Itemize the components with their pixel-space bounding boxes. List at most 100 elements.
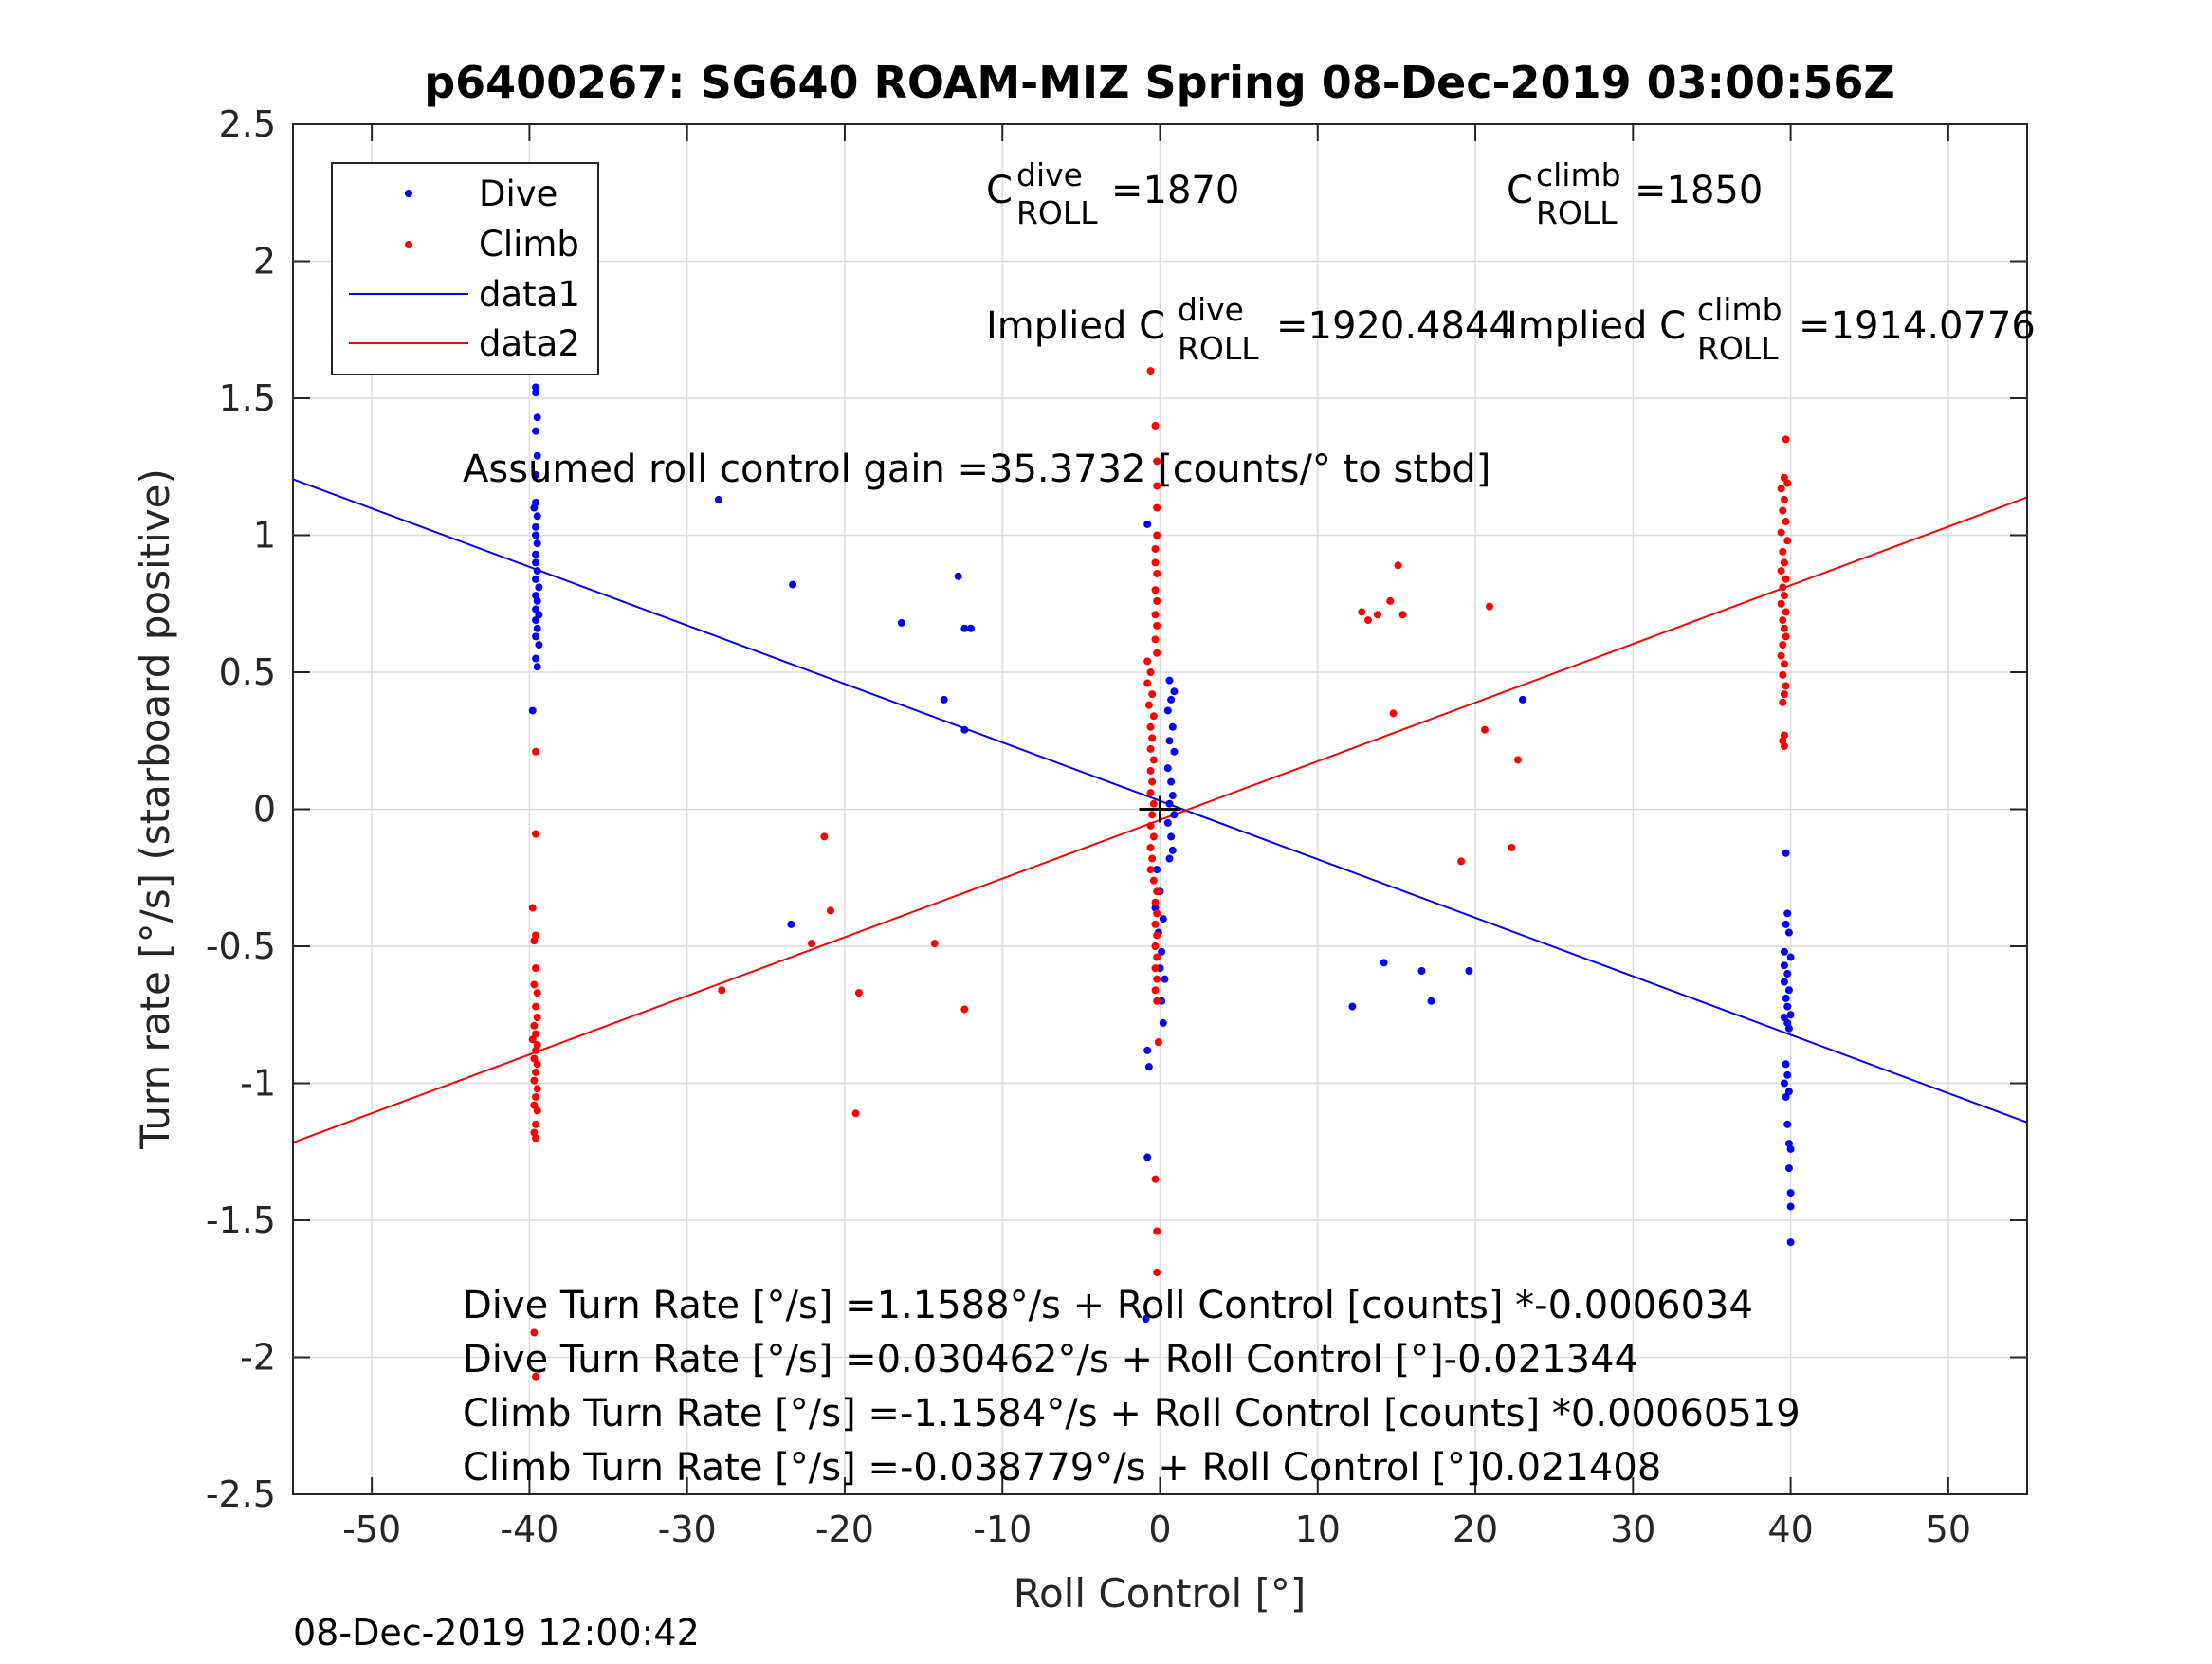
point-climb xyxy=(1153,569,1161,577)
point-climb xyxy=(532,1372,540,1381)
point-dive xyxy=(789,580,797,589)
point-climb xyxy=(1151,421,1160,430)
y-tick-label: 2 xyxy=(253,241,276,283)
point-climb xyxy=(1777,567,1785,576)
point-dive xyxy=(1465,967,1473,976)
point-climb xyxy=(1153,482,1161,490)
point-dive xyxy=(1165,737,1174,745)
point-dive xyxy=(966,624,975,632)
point-dive xyxy=(1143,520,1152,528)
chart-title: p6400267: SG640 ROAM-MIZ Spring 08-Dec-2… xyxy=(424,57,1895,108)
point-dive xyxy=(535,583,543,592)
point-climb xyxy=(1151,544,1160,553)
point-climb xyxy=(808,940,816,948)
point-dive xyxy=(1163,764,1172,773)
point-climb xyxy=(1153,1268,1161,1276)
legend-climb-label: Climb xyxy=(479,224,579,265)
point-dive xyxy=(533,596,541,605)
point-dive xyxy=(532,383,540,392)
point-dive xyxy=(532,605,540,613)
point-climb xyxy=(1151,635,1160,644)
implied-dive-sup: dive xyxy=(1178,291,1244,328)
point-dive xyxy=(1786,1202,1795,1211)
point-dive xyxy=(960,725,969,734)
legend: Dive Climb data1 data2 xyxy=(331,162,599,375)
point-dive xyxy=(1348,1002,1357,1011)
c-dive-annotation: C dive ROLL =1870 xyxy=(986,156,1239,231)
point-climb xyxy=(528,904,537,912)
x-tick-label: 20 xyxy=(1453,1509,1498,1550)
point-dive xyxy=(1780,1079,1788,1088)
point-dive xyxy=(1380,959,1388,967)
point-dive xyxy=(1780,978,1788,986)
point-dive xyxy=(1143,1153,1152,1161)
point-dive xyxy=(1163,706,1172,715)
point-dive xyxy=(1170,687,1179,696)
point-dive xyxy=(533,567,541,576)
point-dive xyxy=(1163,818,1172,827)
y-tick-label: -2.5 xyxy=(206,1473,276,1515)
fit-line-text-2: Dive Turn Rate [°/s] =0.030462°/s + Roll… xyxy=(463,1338,1638,1381)
point-climb xyxy=(1146,789,1155,797)
point-dive xyxy=(1144,1063,1153,1071)
c-dive-value: =1870 xyxy=(1111,169,1239,212)
point-dive xyxy=(1784,1024,1793,1033)
implied-c-climb-annotation: Implied C climb ROLL =1914.0776 xyxy=(1507,291,2036,367)
point-dive xyxy=(532,558,540,567)
x-tick-label: -50 xyxy=(342,1509,401,1550)
point-dive xyxy=(714,495,722,503)
implied-dive-sub: ROLL xyxy=(1178,330,1259,367)
point-dive xyxy=(532,575,540,583)
point-dive xyxy=(940,695,948,704)
point-climb xyxy=(533,1085,541,1093)
implied-dive-value: =1920.4844 xyxy=(1276,304,1513,348)
point-dive xyxy=(1159,915,1167,923)
point-dive xyxy=(532,389,540,397)
point-dive xyxy=(1170,747,1179,756)
point-climb xyxy=(533,1014,541,1022)
x-tick-label: 0 xyxy=(1148,1509,1171,1550)
point-dive xyxy=(1168,846,1177,854)
point-climb xyxy=(1358,608,1366,616)
point-climb xyxy=(851,1109,860,1118)
point-climb xyxy=(1153,457,1161,466)
point-dive xyxy=(1784,986,1793,995)
point-climb xyxy=(960,1005,969,1014)
point-climb xyxy=(1153,997,1161,1005)
point-dive xyxy=(1165,854,1174,863)
legend-dive-marker xyxy=(405,190,412,197)
point-climb xyxy=(1146,821,1155,830)
legend-box xyxy=(331,162,599,375)
point-climb xyxy=(1782,608,1790,616)
point-climb xyxy=(854,989,863,997)
point-climb xyxy=(1363,616,1372,625)
point-climb xyxy=(1783,479,1792,487)
point-climb xyxy=(530,1328,539,1337)
point-dive xyxy=(1783,969,1792,978)
point-climb xyxy=(1151,611,1160,619)
legend-data1-label: data1 xyxy=(479,274,580,315)
point-dive xyxy=(1782,920,1790,928)
point-dive xyxy=(533,413,541,422)
point-dive xyxy=(1783,1070,1792,1079)
point-climb xyxy=(1149,756,1158,764)
point-dive xyxy=(532,427,540,435)
center-marker xyxy=(1139,795,1181,823)
point-dive xyxy=(1143,1046,1152,1054)
point-dive xyxy=(1158,947,1166,956)
point-dive xyxy=(1784,1088,1793,1096)
y-axis-label: Turn rate [°/s] (starboard positive) xyxy=(132,468,178,1150)
point-dive xyxy=(1783,1120,1792,1128)
y-tick-label: -2 xyxy=(240,1337,276,1379)
point-climb xyxy=(820,832,829,841)
x-tick-label: 10 xyxy=(1295,1509,1341,1550)
point-climb xyxy=(1153,596,1161,605)
point-climb xyxy=(1151,558,1160,567)
fit-line-text-4: Climb Turn Rate [°/s] =-0.038779°/s + Ro… xyxy=(463,1446,1661,1490)
x-tick-label: 30 xyxy=(1610,1509,1655,1550)
point-dive xyxy=(1153,866,1161,874)
x-tick-label: -20 xyxy=(815,1509,874,1550)
point-climb xyxy=(1508,843,1516,851)
